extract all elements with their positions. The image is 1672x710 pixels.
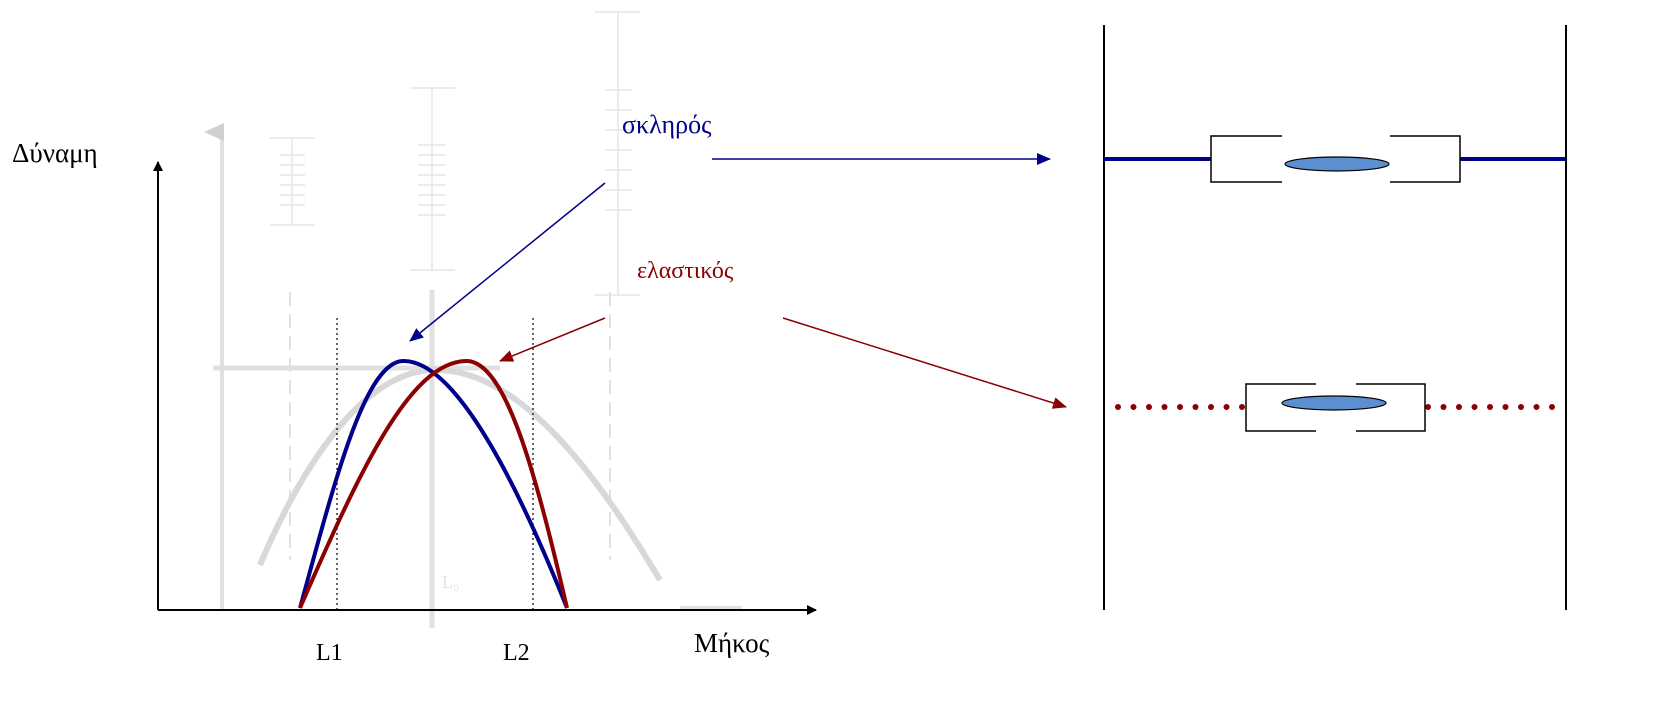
y-axis-label: Δύναμη [12, 138, 98, 168]
elastic-link [783, 318, 1066, 407]
stiff-label: σκληρός [622, 110, 712, 139]
diagram: L₀ Δύναμη Μήκος σκληρός ελαστικός L1 L2 [0, 0, 1672, 710]
sarcomere-panel [1104, 25, 1566, 610]
l0-label: L₀ [442, 572, 459, 592]
x-axis-label: Μήκος [694, 628, 770, 658]
l2-label: L2 [503, 640, 530, 666]
stiff-pointer [410, 183, 605, 341]
axes [158, 162, 816, 610]
elastic-label: ελαστικός [637, 258, 734, 284]
background-figure [213, 12, 742, 628]
elastic-pointer [500, 318, 605, 361]
l1-label: L1 [316, 640, 343, 666]
